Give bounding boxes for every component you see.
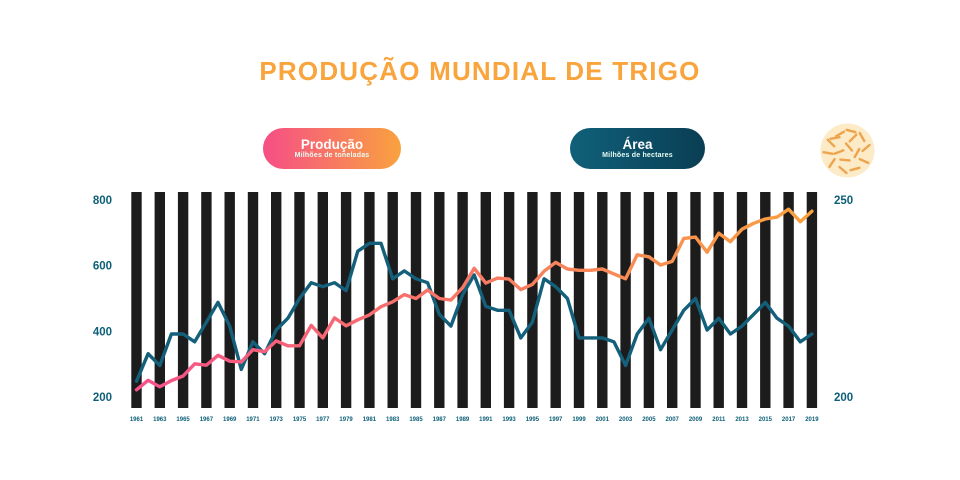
pattern-bar xyxy=(736,192,748,408)
pattern-bar xyxy=(806,192,818,408)
pattern-bar xyxy=(550,192,561,408)
pattern-bar xyxy=(667,192,678,408)
left-axis-tick: 600 xyxy=(93,261,112,273)
x-axis-tick: 1979 xyxy=(339,417,353,423)
x-axis-tick: 1971 xyxy=(246,417,260,423)
x-axis-tick: 1999 xyxy=(572,417,586,423)
producao-line xyxy=(134,207,814,392)
x-axis-tick: 1981 xyxy=(363,417,377,423)
pattern-bar xyxy=(247,192,259,408)
legend-producao-pill[interactable]: Produção Milhões de toneladas xyxy=(263,128,401,169)
wheat-grain-stroke xyxy=(848,133,858,143)
legend-producao-sublabel: Milhões de toneladas xyxy=(294,152,370,160)
wheat-grain-stroke xyxy=(845,128,857,134)
wheat-grain-stroke xyxy=(849,166,861,172)
x-axis-tick: 1983 xyxy=(386,417,400,423)
area-line xyxy=(134,241,814,383)
axis-labels: 800 600 400 200 250 200 1961 1963 1965 1967 1969 19… xyxy=(93,195,853,423)
x-axis-tick: 1989 xyxy=(456,417,470,423)
x-axis-tick: 1995 xyxy=(526,417,540,423)
x-axis-tick: 1977 xyxy=(316,417,330,423)
x-axis-tick: 1961 xyxy=(130,417,144,423)
pattern-bar xyxy=(317,192,328,408)
pattern-bar xyxy=(457,192,468,408)
left-axis-tick: 400 xyxy=(93,326,112,338)
pattern-bar xyxy=(480,192,491,408)
wheat-grain-stroke xyxy=(826,138,836,148)
x-axis-tick: 2003 xyxy=(619,417,633,423)
x-axis-tick: 1963 xyxy=(153,417,167,423)
data-lines xyxy=(134,207,814,392)
x-axis-tick: 1993 xyxy=(502,417,516,423)
x-axis-tick: 1997 xyxy=(549,417,563,423)
left-axis-tick: 800 xyxy=(93,195,112,207)
pattern-bar xyxy=(503,192,515,408)
legend-producao-label: Produção xyxy=(300,136,364,152)
wheat-grains-icon xyxy=(820,123,875,178)
x-axis-tick: 2013 xyxy=(735,417,749,423)
x-axis-tick: 2009 xyxy=(689,417,703,423)
pattern-bar xyxy=(783,192,794,408)
x-axis-tick: 2015 xyxy=(759,417,773,423)
pattern-bar xyxy=(364,192,375,408)
pattern-bar xyxy=(201,192,212,408)
wheat-grain-stroke xyxy=(829,135,841,141)
x-axis-tick: 1987 xyxy=(433,417,447,423)
left-axis-tick: 200 xyxy=(93,392,112,404)
right-axis-tick: 250 xyxy=(834,195,853,207)
wheat-grain-stroke xyxy=(834,130,846,138)
pattern-bar xyxy=(760,192,771,408)
x-axis-tick: 1965 xyxy=(176,417,190,423)
x-axis-tick: 2001 xyxy=(596,417,610,423)
legend-area-sublabel: Milhões de hectares xyxy=(602,152,673,160)
x-axis-tick: 1973 xyxy=(270,417,284,423)
pattern-bar xyxy=(224,192,235,408)
x-axis-tick: 1975 xyxy=(293,417,307,423)
x-axis-tick: 2007 xyxy=(666,417,680,423)
wheat-grain-stroke xyxy=(838,165,848,175)
wheat-grain-stroke xyxy=(861,143,871,153)
pattern-bar xyxy=(573,192,585,408)
pattern-bar xyxy=(131,192,142,408)
x-axis-tick: 1967 xyxy=(200,417,214,423)
background-bars xyxy=(131,192,818,408)
pattern-bar xyxy=(177,192,189,408)
right-axis-tick: 200 xyxy=(834,392,853,404)
wheat-grain-stroke xyxy=(858,131,866,143)
x-axis-tick: 2011 xyxy=(712,417,726,423)
x-axis-tick: 2005 xyxy=(642,417,656,423)
x-axis-tick: 1969 xyxy=(223,417,237,423)
wheat-grain-stroke xyxy=(839,158,851,162)
pattern-bar xyxy=(643,192,655,408)
pattern-bar xyxy=(527,192,538,408)
wheat-grain-stroke xyxy=(833,149,845,155)
x-axis-tick: 1985 xyxy=(409,417,423,423)
pattern-bar xyxy=(713,192,724,408)
wheat-grain-stroke xyxy=(853,147,861,159)
pattern-bar xyxy=(597,192,608,408)
wheat-grain-stroke xyxy=(844,142,854,152)
pattern-bar xyxy=(620,192,631,408)
wheat-grain-stroke xyxy=(858,157,870,165)
pattern-bar xyxy=(271,192,282,408)
wheat-grain-stroke xyxy=(828,158,836,168)
x-axis-tick: 2019 xyxy=(805,417,819,423)
pattern-bar xyxy=(340,192,352,408)
x-axis-tick: 2017 xyxy=(782,417,796,423)
legend-area-pill[interactable]: Área Milhões de hectares xyxy=(570,128,705,169)
pattern-bar xyxy=(154,192,165,408)
x-axis-tick: 1991 xyxy=(479,417,493,423)
page-title: PRODUÇÃO MUNDIAL DE TRIGO xyxy=(259,56,701,86)
legend-area-label: Área xyxy=(622,136,653,152)
wheat-grain-stroke xyxy=(822,151,834,155)
